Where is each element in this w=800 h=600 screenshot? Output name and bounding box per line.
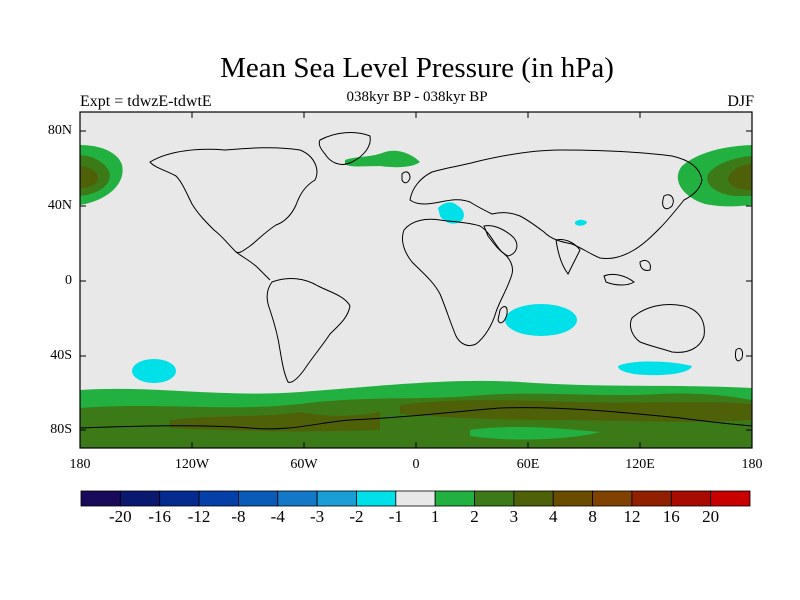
- tibet-cyan-patch: [575, 219, 587, 226]
- colorbar-swatch: [198, 490, 239, 507]
- colorbar-swatch: [434, 490, 475, 507]
- coastlines: [80, 132, 752, 430]
- lat-label-80s: 80S: [50, 422, 72, 437]
- lon-label-120w: 120W: [174, 457, 210, 472]
- colorbar-swatch: [631, 490, 672, 507]
- colorbar-swatch: [356, 490, 397, 507]
- colorbar-swatch: [119, 490, 161, 507]
- season-label: DJF: [727, 93, 754, 110]
- colorbar-tick-label: 1: [430, 507, 440, 526]
- north-pacific-right-dark: [728, 164, 752, 190]
- colorbar-swatch: [277, 490, 318, 507]
- colorbar-tick-label: 2: [470, 507, 479, 526]
- colorbar-swatch: [159, 490, 200, 507]
- colorbar-tick-label: 8: [588, 507, 597, 526]
- north-pacific-left-dark: [80, 166, 98, 188]
- colorbar-swatch: [513, 490, 554, 507]
- lon-label-60w: 60W: [290, 457, 318, 472]
- lon-label-120e: 120E: [625, 457, 655, 472]
- colorbar: [80, 490, 751, 507]
- tasman-cyan-patch: [618, 361, 692, 376]
- colorbar-tick-label: 20: [702, 507, 720, 526]
- southern-band-green-patch: [470, 426, 600, 440]
- colorbar-tick-label: -16: [148, 507, 172, 526]
- map-subtitle: 038kyr BP - 038kyr BP: [346, 89, 488, 105]
- colorbar-tick-label: 3: [509, 507, 519, 526]
- colorbar-swatch: [552, 490, 593, 507]
- colorbar-tick-label: 4: [548, 507, 558, 526]
- colorbar-tick-label: -1: [388, 507, 403, 526]
- mediterranean-cyan-patch: [438, 202, 464, 224]
- colorbar-swatch: [395, 490, 436, 507]
- lat-label-0: 0: [65, 273, 72, 288]
- colorbar-tick-label: 12: [623, 507, 641, 526]
- colorbar-tick-label: -8: [231, 507, 246, 526]
- north-atlantic-green-patch: [345, 150, 420, 168]
- lon-label-0: 0: [412, 457, 420, 472]
- lon-label-180-right: 180: [741, 457, 763, 472]
- colorbar-tick-label: -4: [270, 507, 285, 526]
- lon-label-180-left: 180: [69, 457, 91, 472]
- colorbar-tick-label: -2: [349, 507, 364, 526]
- colorbar-tick-label: -20: [109, 507, 132, 526]
- colorbar-swatch: [710, 490, 751, 507]
- colorbar-swatch: [316, 490, 357, 507]
- lat-label-40n: 40N: [47, 198, 72, 213]
- colorbar-tick-label: -12: [187, 507, 211, 526]
- colorbar-swatch: [474, 490, 515, 507]
- colorbar-tick-label: -3: [310, 507, 325, 526]
- south-pacific-cyan-patch: [132, 359, 176, 383]
- colorbar-swatch: [80, 490, 121, 507]
- axis-ticks: [80, 112, 752, 448]
- map-title: Mean Sea Level Pressure (in hPa): [220, 52, 614, 84]
- colorbar-swatch: [670, 490, 712, 507]
- colorbar-swatch: [592, 490, 633, 507]
- experiment-label: Expt = tdwzE-tdwtE: [80, 93, 212, 110]
- lon-label-60e: 60E: [516, 457, 540, 472]
- colorbar-swatch: [238, 490, 279, 507]
- colorbar-tick-label: 16: [662, 507, 680, 526]
- lat-label-80n: 80N: [47, 123, 72, 138]
- lat-label-40s: 40S: [50, 348, 72, 363]
- south-indian-cyan-patch: [505, 304, 577, 336]
